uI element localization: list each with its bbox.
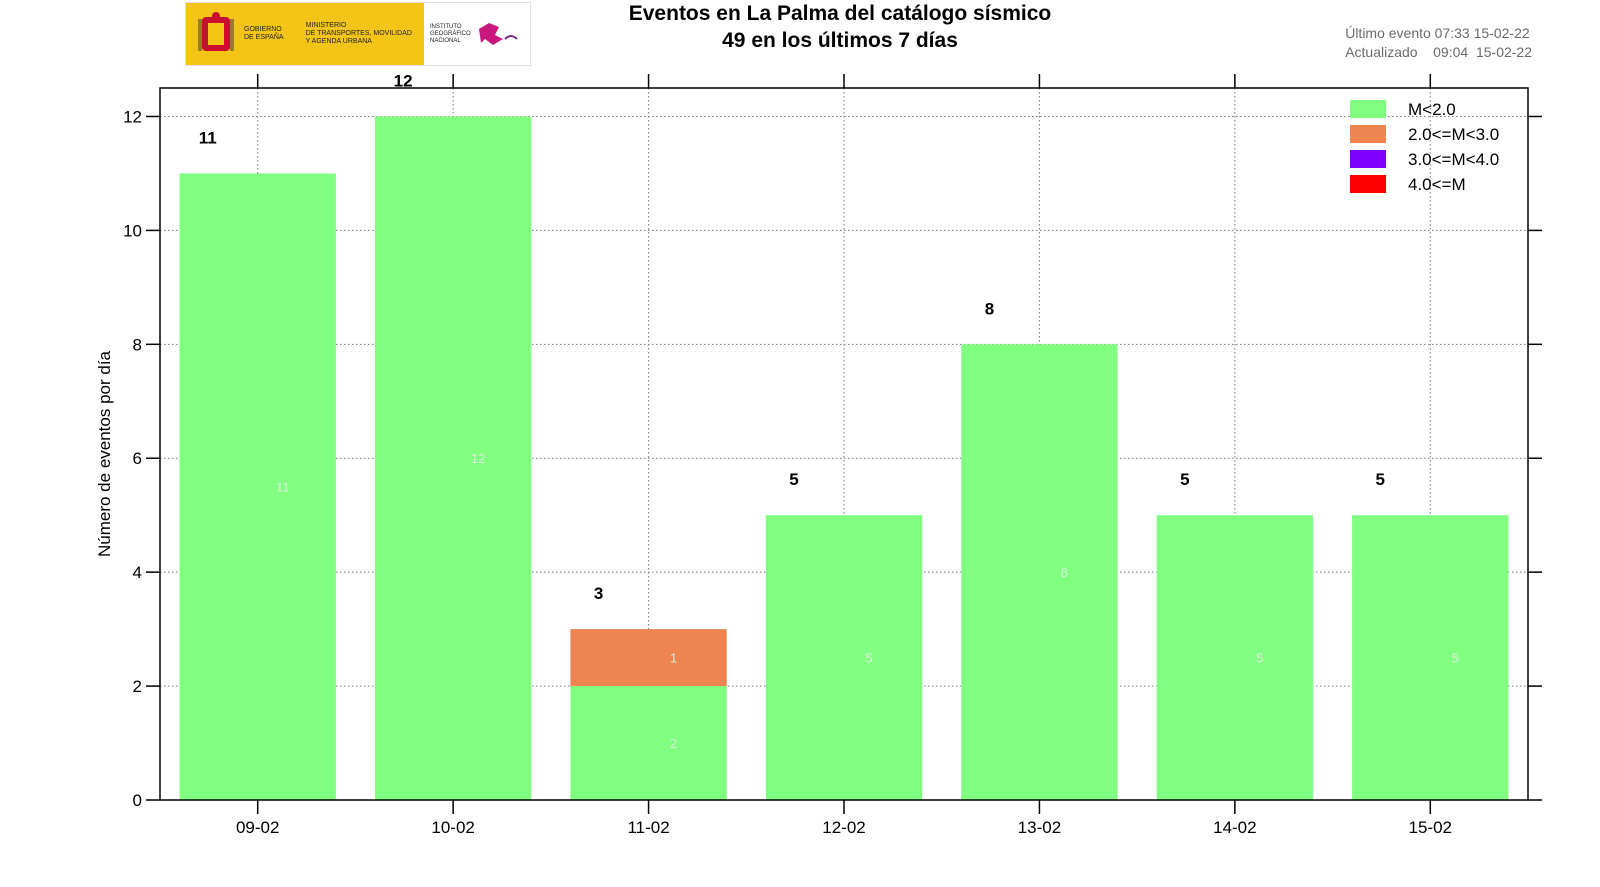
x-tick-label: 14-02 bbox=[1213, 818, 1256, 837]
x-tick-label: 13-02 bbox=[1018, 818, 1061, 837]
y-tick-label: 6 bbox=[133, 449, 142, 468]
x-tick-label: 12-02 bbox=[822, 818, 865, 837]
plot-frame bbox=[159, 87, 1529, 801]
ministry-name: MINISTERIO DE TRANSPORTES, MOVILIDAD Y A… bbox=[305, 22, 412, 45]
bar-segment bbox=[374, 116, 532, 801]
bar-segment bbox=[179, 173, 336, 800]
legend-label: 3.0<=M<4.0 bbox=[1408, 150, 1499, 169]
y-tick-label: 10 bbox=[123, 221, 142, 240]
x-tick-label: 10-02 bbox=[431, 818, 474, 837]
government-name: GOBIERNO DE ESPAÑA bbox=[244, 26, 284, 41]
bar-segment-value-label: 8 bbox=[1061, 565, 1068, 580]
y-tick-label: 0 bbox=[133, 791, 142, 810]
bar-total-label: 12 bbox=[394, 71, 413, 90]
y-tick-label: 2 bbox=[133, 677, 142, 696]
legend-swatch bbox=[1350, 150, 1386, 168]
title-line-2: 49 en los últimos 7 días bbox=[722, 29, 958, 52]
bar-total-label: 5 bbox=[1376, 470, 1385, 489]
institute-name: INSTITUTO GEOGRÁFICO NACIONAL bbox=[430, 23, 471, 44]
y-tick-label: 8 bbox=[133, 335, 142, 354]
y-axis-label: Número de eventos por día bbox=[95, 350, 114, 557]
y-tick-label: 4 bbox=[133, 563, 142, 582]
legend-swatch bbox=[1350, 100, 1386, 118]
last-event-text: Último evento 07:33 15-02-22 bbox=[1345, 25, 1530, 41]
x-tick-label: 09-02 bbox=[236, 818, 279, 837]
bar-total-label: 5 bbox=[789, 470, 798, 489]
bar-segment bbox=[765, 515, 923, 800]
legend-swatch bbox=[1350, 175, 1386, 193]
bar-total-label: 5 bbox=[1180, 470, 1189, 489]
bar-segment bbox=[570, 629, 727, 687]
update-info: Último evento 07:33 15-02-22 Actualizado… bbox=[1345, 24, 1532, 62]
x-tick-label: 11-02 bbox=[627, 818, 669, 837]
title-line-1: Eventos en La Palma del catálogo sísmico bbox=[628, 2, 1052, 25]
legend-swatch bbox=[1350, 125, 1386, 143]
ign-map-icon bbox=[478, 23, 518, 45]
coat-of-arms-icon bbox=[198, 12, 234, 51]
updated-text: Actualizado 09:04 15-02-22 bbox=[1345, 44, 1532, 60]
bar-segment bbox=[570, 686, 727, 800]
y-tick-label: 12 bbox=[123, 107, 142, 126]
bar-segment-value-label: 11 bbox=[276, 480, 290, 495]
bar-segment-value-label: 2 bbox=[670, 736, 677, 751]
ign-logo: INSTITUTO GEOGRÁFICO NACIONAL bbox=[424, 3, 530, 65]
bar-segment-value-label: 12 bbox=[471, 451, 485, 466]
legend-label: 2.0<=M<3.0 bbox=[1408, 125, 1499, 144]
bar-total-label: 11 bbox=[199, 128, 217, 147]
chart-title: Eventos en La Palma del catálogo sísmico… bbox=[580, 0, 1100, 54]
bar-total-label: 3 bbox=[594, 584, 603, 603]
bar-segment-value-label: 1 bbox=[670, 651, 677, 666]
legend-label: 4.0<=M bbox=[1408, 175, 1466, 194]
bar-segment-value-label: 5 bbox=[865, 651, 872, 666]
institutional-logo: GOBIERNO DE ESPAÑA MINISTERIO DE TRANSPO… bbox=[185, 2, 531, 66]
bar-segment bbox=[1352, 515, 1509, 800]
bar-segment bbox=[1156, 515, 1314, 800]
bar-segment bbox=[961, 344, 1118, 800]
bar-segment-value-label: 5 bbox=[1256, 651, 1263, 666]
government-logo: GOBIERNO DE ESPAÑA MINISTERIO DE TRANSPO… bbox=[186, 3, 424, 65]
x-tick-label: 15-02 bbox=[1409, 818, 1452, 837]
legend-label: M<2.0 bbox=[1408, 100, 1456, 119]
bar-segment-value-label: 5 bbox=[1452, 651, 1459, 666]
bar-total-label: 8 bbox=[985, 299, 994, 318]
